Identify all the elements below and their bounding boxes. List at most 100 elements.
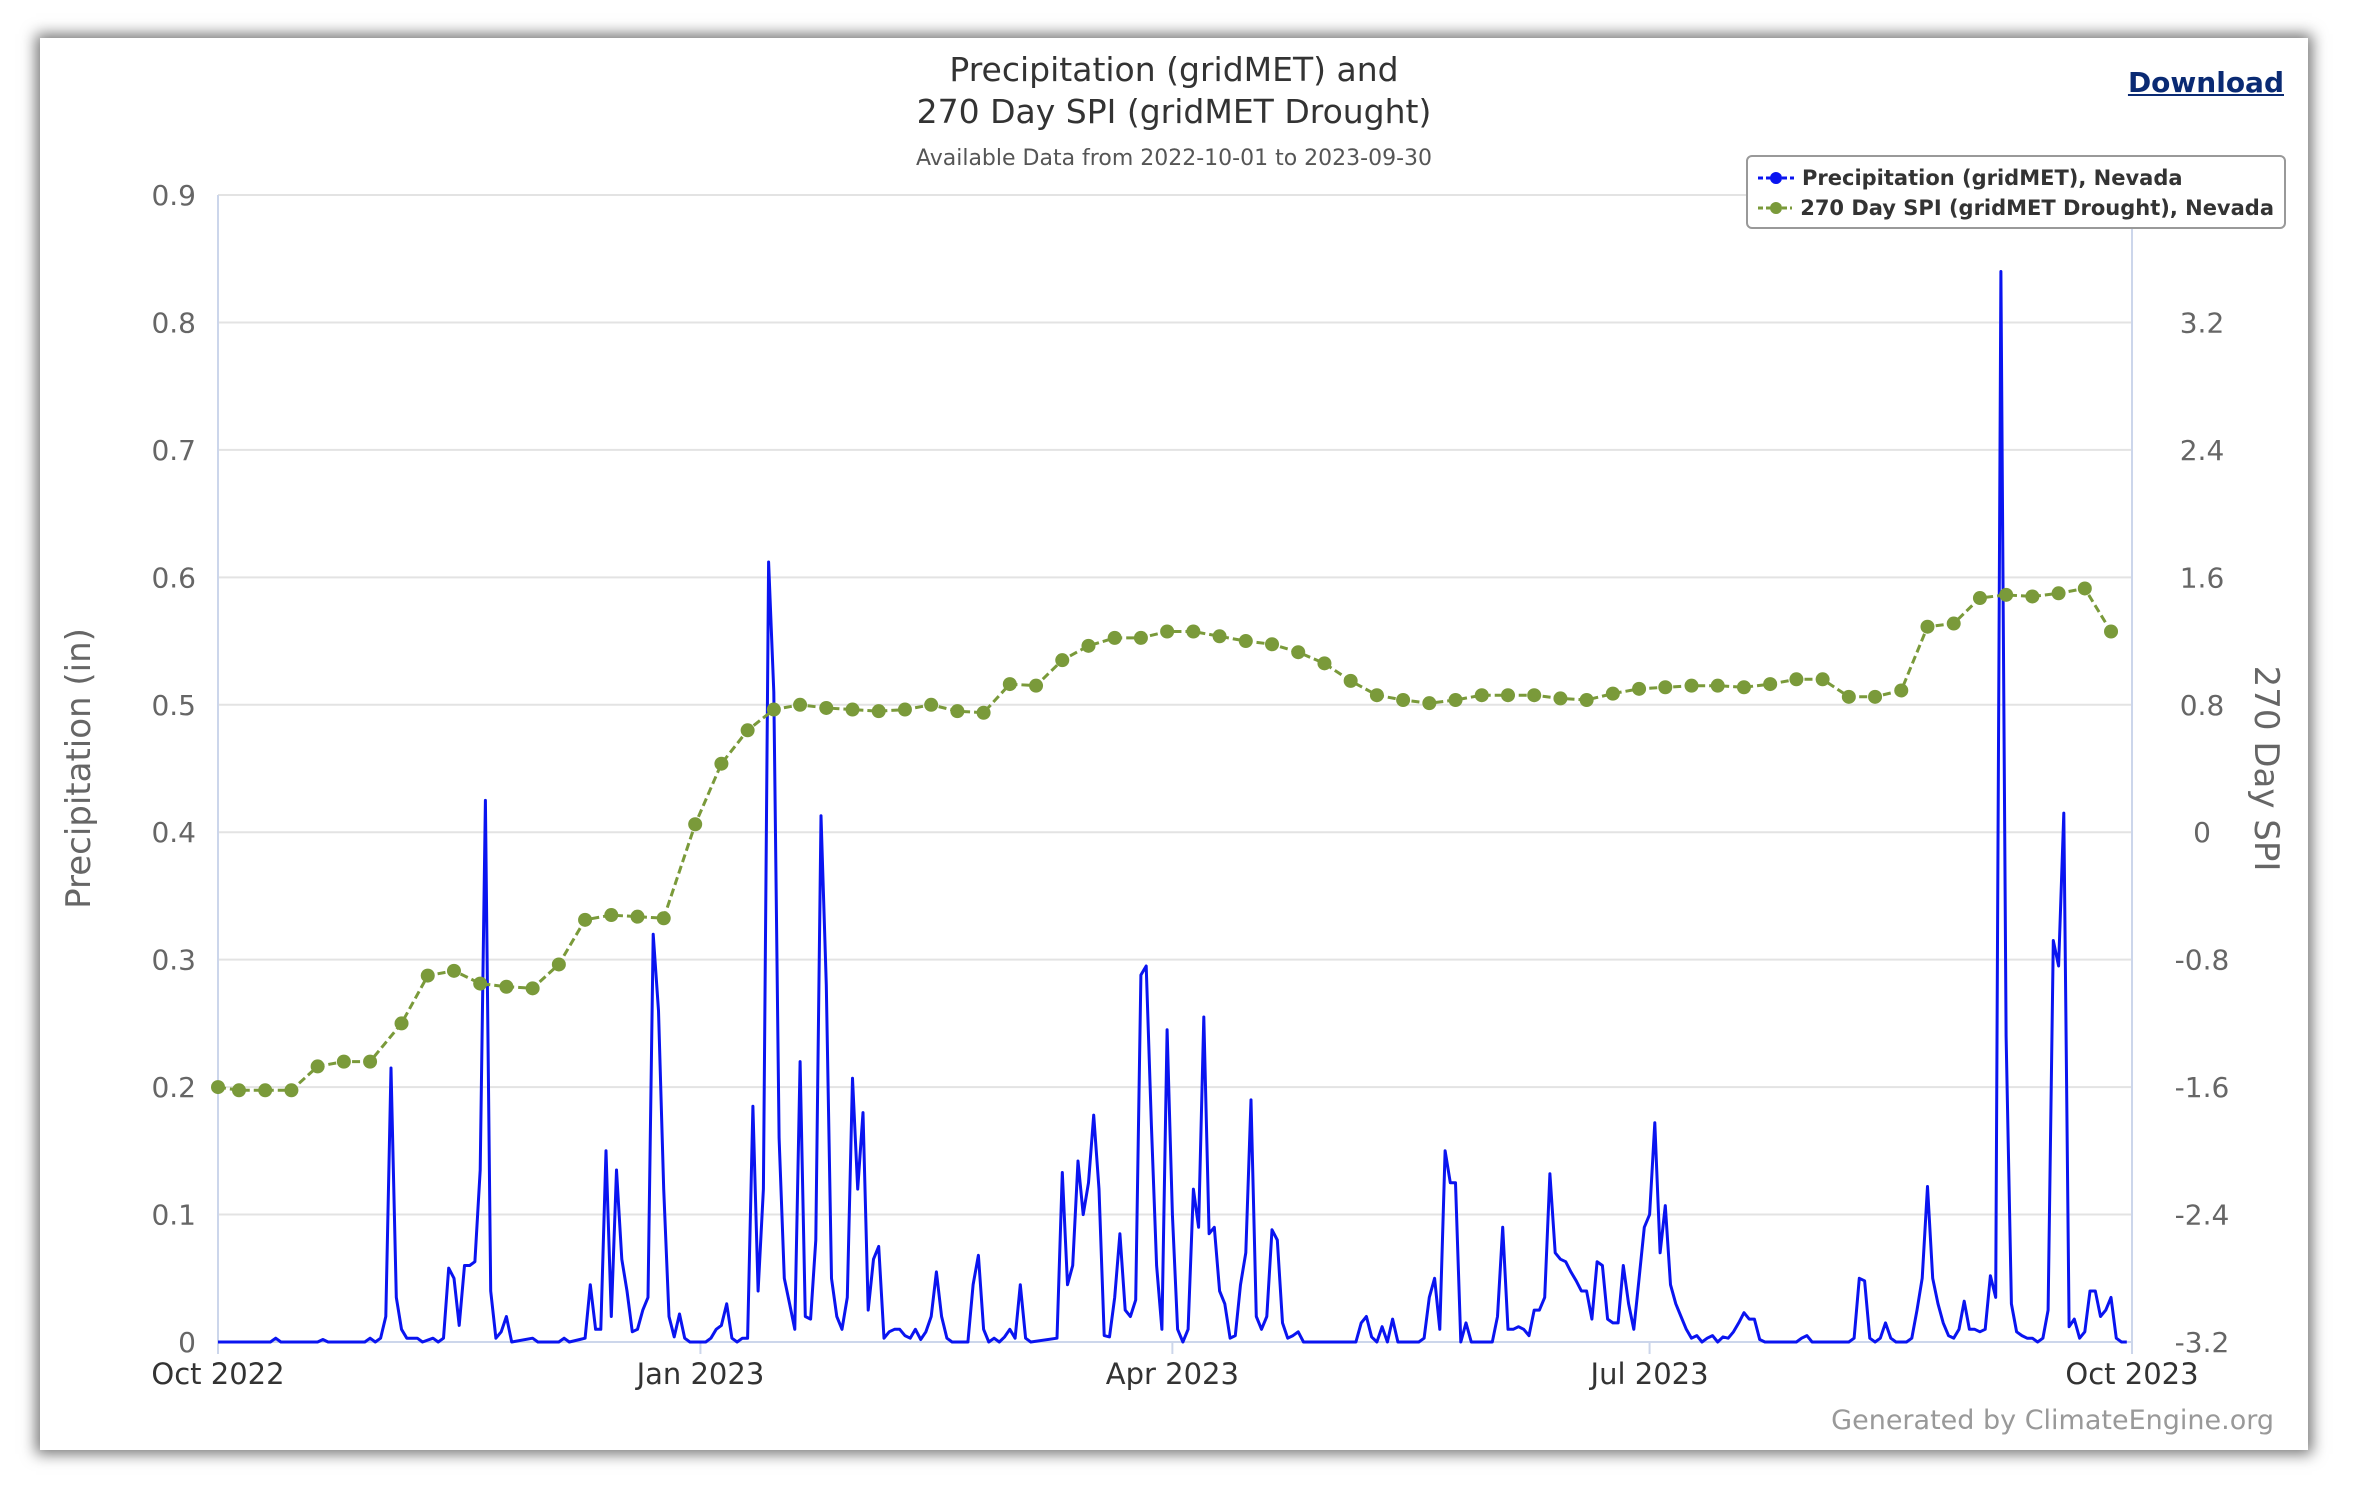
legend-label-precipitation: Precipitation (gridMET), Nevada: [1802, 166, 2183, 190]
series-spi-point: [258, 1083, 273, 1098]
y-right-tick-label: 2.4: [2180, 434, 2225, 467]
series-spi-point: [1133, 630, 1148, 645]
series-spi-point: [1763, 677, 1778, 692]
chart-title-line-2: 270 Day SPI (gridMET Drought): [917, 92, 1432, 131]
series-spi-point: [1002, 677, 1017, 692]
series-spi-point: [1343, 673, 1358, 688]
series-spi-point: [793, 697, 808, 712]
legend-label-spi: 270 Day SPI (gridMET Drought), Nevada: [1800, 196, 2274, 220]
y-right-tick-label: 3.2: [2180, 306, 2225, 339]
series-spi-point: [499, 979, 514, 994]
series-spi-point: [630, 909, 645, 924]
axes: 0 0.1 0.2 0.3 0.4 0.5 0.6 0.7 0.8 0.9 -3.2 -2.4 -1.6…: [151, 179, 2229, 1391]
legend-item-precipitation[interactable]: Precipitation (gridMET), Nevada: [1758, 163, 2274, 193]
series-spi-point: [897, 702, 912, 717]
series-area: [211, 270, 2127, 1344]
legend-swatch-spi-icon: [1758, 202, 1793, 214]
series-spi-point: [2104, 624, 2119, 639]
series-spi-point: [656, 911, 671, 926]
credit-text: Generated by ClimateEngine.org: [1831, 1405, 2274, 1436]
series-spi-point: [1291, 645, 1306, 660]
y-right-tick-label: -0.8: [2175, 944, 2230, 977]
series-spi-point: [1815, 672, 1830, 687]
chart-legend: Precipitation (gridMET), Nevada 270 Day …: [1746, 155, 2286, 229]
series-spi-point: [1474, 688, 1489, 703]
series-spi-point: [688, 817, 703, 832]
y-left-tick-label: 0.2: [151, 1071, 196, 1104]
series-spi-point: [551, 957, 566, 972]
series-spi-point: [2077, 581, 2092, 596]
series-spi-point: [924, 697, 939, 712]
series-spi-point: [1238, 634, 1253, 649]
series-spi-point: [714, 756, 729, 771]
chart-title-line-1: Precipitation (gridMET) and: [949, 50, 1398, 89]
series-spi-point: [1632, 681, 1647, 696]
series-spi-point: [1422, 696, 1437, 711]
y-right-tick-label: 1.6: [2180, 561, 2225, 594]
series-spi-point: [211, 1080, 225, 1095]
y-left-tick-label: 0.5: [151, 689, 196, 722]
series-spi-point: [1186, 624, 1201, 639]
series-spi-point: [1265, 637, 1280, 652]
series-spi-point: [1894, 683, 1909, 698]
series-spi-point: [231, 1083, 246, 1098]
series-spi-point: [420, 968, 435, 983]
series-spi-point: [976, 705, 991, 720]
series-spi-point: [1658, 680, 1673, 695]
y-left-tick-label: 0.7: [151, 434, 196, 467]
y-right-tick-label: -3.2: [2175, 1326, 2230, 1359]
series-spi-point: [1369, 688, 1384, 703]
y-left-tick-label: 0.6: [151, 561, 196, 594]
series-spi-point: [1500, 688, 1515, 703]
chart-card: Precipitation (gridMET) and 270 Day SPI …: [40, 38, 2308, 1450]
series-spi-point: [1029, 678, 1044, 693]
y-left-tick-label: 0.1: [151, 1199, 196, 1232]
series-spi-point: [363, 1054, 378, 1069]
chart-svg: Precipitation (gridMET) and 270 Day SPI …: [59, 50, 2286, 1391]
series-spi-point: [604, 908, 619, 923]
series-spi-point: [1212, 629, 1227, 644]
series-spi-point: [1527, 688, 1542, 703]
series-spi-point: [950, 704, 965, 719]
series-spi-point: [1946, 616, 1961, 631]
series-spi-point: [1579, 692, 1594, 707]
download-link[interactable]: Download: [2127, 66, 2284, 99]
y-right-tick-label: -1.6: [2175, 1071, 2230, 1104]
x-tick-label: Jul 2023: [1589, 1357, 1709, 1391]
series-spi-point: [310, 1059, 325, 1074]
x-tick-label: Jan 2023: [635, 1357, 765, 1391]
x-tick-label: Apr 2023: [1106, 1357, 1239, 1391]
series-spi-point: [1736, 680, 1751, 695]
series-spi-point: [1999, 587, 2014, 602]
series-spi-point: [1055, 653, 1070, 668]
y-axis-left-label: Precipitation (in): [59, 628, 99, 909]
y-left-tick-label: 0.3: [151, 944, 196, 977]
series-spi-point: [1553, 691, 1568, 706]
series-spi-point: [845, 702, 860, 717]
series-spi-point: [1160, 624, 1175, 639]
series-spi-point: [1317, 656, 1332, 671]
series-spi-point: [740, 723, 755, 738]
series-spi-point: [1396, 692, 1411, 707]
series-spi-point: [394, 1016, 409, 1031]
gridlines: [218, 194, 2132, 1343]
y-left-tick-label: 0.4: [151, 816, 196, 849]
series-spi-point: [1841, 689, 1856, 704]
series-spi-point: [336, 1054, 351, 1069]
y-left-tick-label: 0.8: [151, 306, 196, 339]
x-tick-label: Oct 2023: [2065, 1357, 2198, 1391]
series-spi-point: [1684, 678, 1699, 693]
series-spi-point: [1920, 619, 1935, 634]
series-spi-point: [525, 981, 540, 996]
series-spi-point: [2025, 589, 2040, 604]
legend-item-spi[interactable]: 270 Day SPI (gridMET Drought), Nevada: [1758, 193, 2274, 223]
y-axis-right-label: 270 Day SPI: [2246, 666, 2286, 872]
chart-subtitle: Available Data from 2022-10-01 to 2023-0…: [916, 146, 1432, 171]
series-spi-point: [1868, 689, 1883, 704]
series-spi-point: [1605, 686, 1620, 701]
series-spi-point: [1107, 630, 1122, 645]
series-spi-point: [1710, 678, 1725, 693]
series-precipitation-line: [218, 270, 2127, 1344]
series-spi-point: [766, 702, 781, 717]
y-right-tick-label: 0.8: [2180, 689, 2225, 722]
